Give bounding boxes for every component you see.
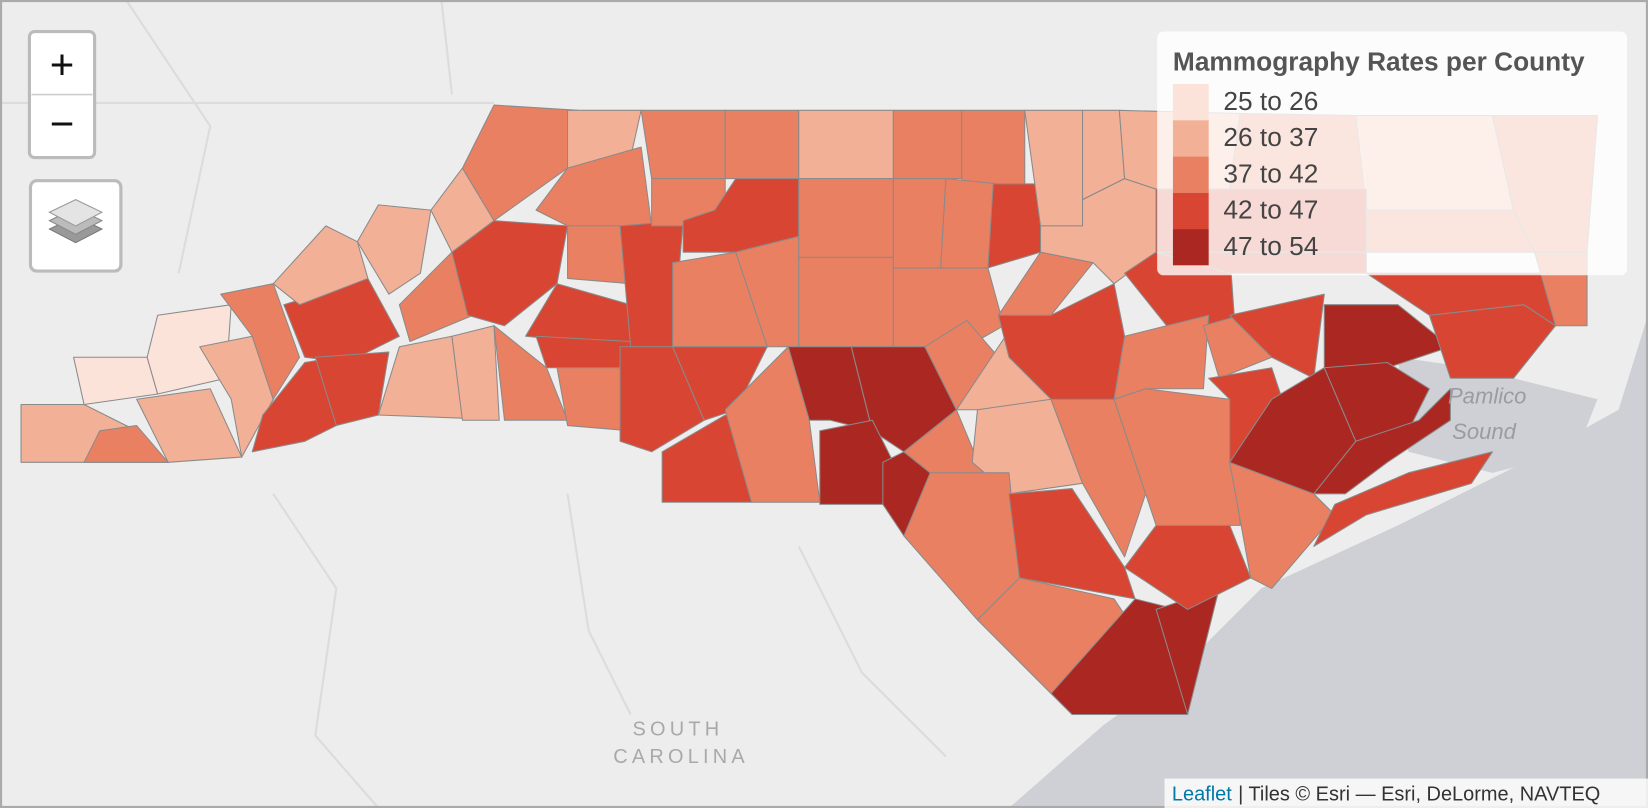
county: [724, 346, 821, 503]
county: [83, 425, 169, 463]
tile-lines: [0, 0, 947, 808]
attribution-credit: | Tiles © Esri — Esri, DeLorme, NAVTEQ: [1238, 784, 1600, 806]
zoom-in-button[interactable]: +: [50, 40, 75, 87]
zoom-out-button[interactable]: −: [50, 100, 75, 147]
county: [535, 335, 632, 369]
county: [798, 178, 894, 258]
legend-swatch: [1172, 192, 1209, 230]
county: [220, 283, 301, 400]
county: [798, 109, 894, 180]
layers-icon: [48, 199, 104, 227]
legend-label: 42 to 47: [1223, 195, 1318, 225]
legend: Mammography Rates per County 25 to 26 26 …: [1157, 31, 1627, 276]
county: [1008, 488, 1136, 600]
county: [1113, 314, 1210, 400]
county: [798, 256, 894, 348]
legend-swatch: [1172, 84, 1209, 121]
county: [619, 346, 705, 453]
county: [1323, 304, 1451, 369]
county: [1313, 451, 1493, 547]
water-label: Pamlico: [1448, 383, 1526, 408]
attribution-box: [1164, 778, 1648, 808]
legend-swatch: [1172, 156, 1209, 193]
legend-label: 25 to 26: [1223, 86, 1318, 116]
legend-box: [1157, 31, 1627, 276]
attribution-link[interactable]: Leaflet: [1172, 784, 1232, 806]
county: [961, 109, 1026, 185]
county: [892, 109, 963, 180]
legend-title: Mammography Rates per County: [1173, 46, 1585, 76]
zoom-control: + −: [27, 29, 97, 160]
attribution-text: Leaflet | Tiles © Esri — Esri, DeLorme, N…: [1172, 784, 1600, 806]
county: [640, 109, 726, 180]
state-label: CAROLINA: [613, 746, 749, 768]
county: [1313, 388, 1451, 495]
county: [1124, 524, 1252, 610]
state-label: SOUTH: [632, 719, 723, 741]
attribution: Leaflet | Tiles © Esri — Esri, DeLorme, N…: [1164, 778, 1648, 808]
legend-label: 47 to 54: [1223, 231, 1318, 261]
county: [892, 178, 947, 269]
county: [356, 204, 432, 295]
legend-label: 37 to 42: [1223, 158, 1318, 188]
county: [1323, 361, 1430, 442]
sound-water: [1397, 357, 1598, 473]
county: [272, 225, 369, 306]
county: [892, 267, 1005, 348]
county: [971, 398, 1084, 495]
county: [724, 109, 800, 180]
legend-label: 26 to 37: [1223, 122, 1318, 152]
layers-control[interactable]: [28, 179, 123, 273]
county: [199, 335, 274, 458]
water-label: Sound: [1452, 419, 1516, 444]
legend-swatch: [1172, 229, 1209, 266]
county: [451, 325, 500, 421]
legend-swatch: [1172, 120, 1209, 157]
